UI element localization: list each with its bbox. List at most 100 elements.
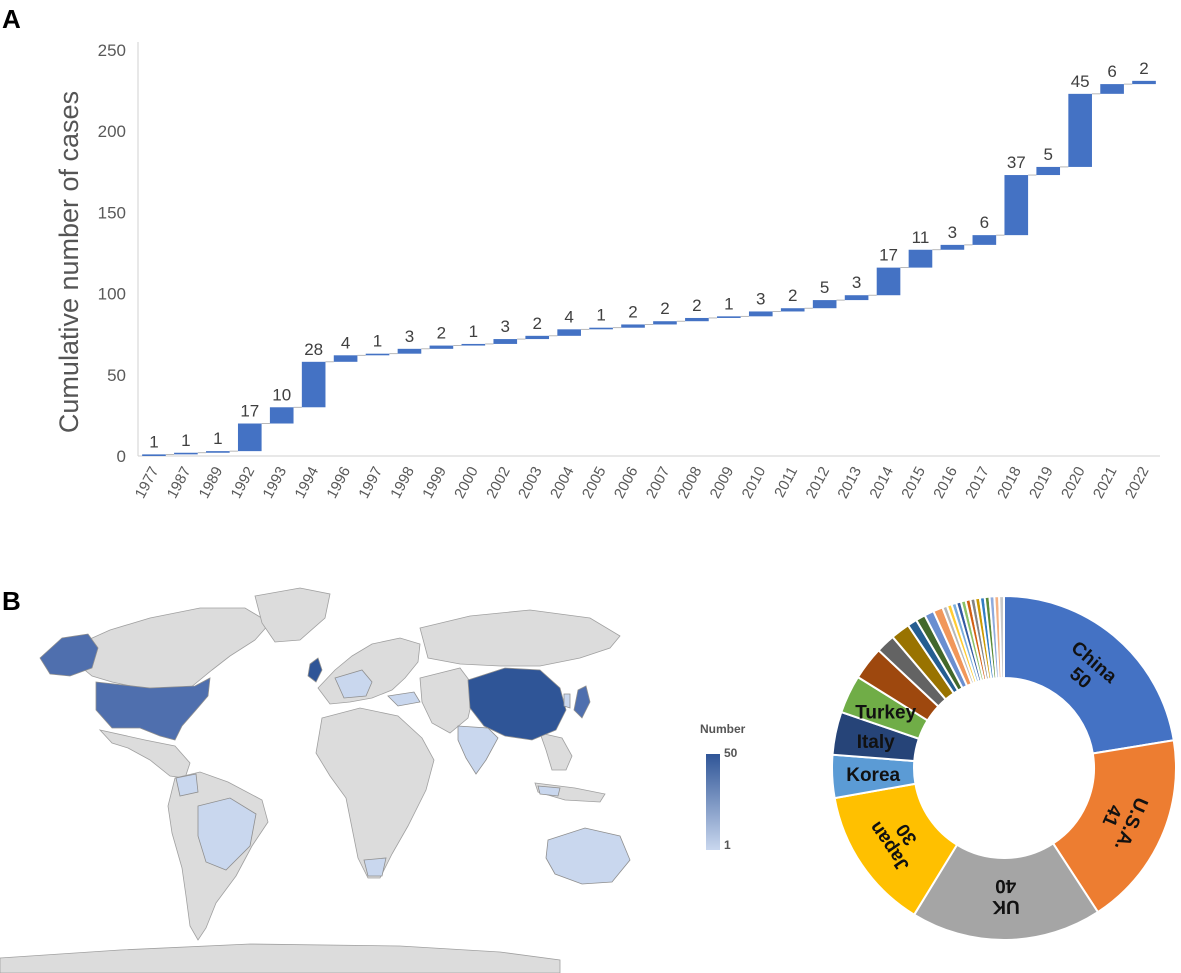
data-label: 2 bbox=[437, 324, 446, 343]
waterfall-bar bbox=[1068, 93, 1092, 167]
data-label: 2 bbox=[788, 286, 797, 305]
waterfall-bar bbox=[972, 235, 997, 245]
country-usa bbox=[95, 677, 211, 741]
donut-slice-minor bbox=[998, 594, 1005, 680]
y-tick-label: 50 bbox=[107, 366, 126, 385]
waterfall-bar bbox=[397, 348, 422, 354]
x-tick-label: 2004 bbox=[547, 464, 578, 501]
country-uk bbox=[307, 657, 323, 683]
data-label: 1 bbox=[181, 431, 190, 450]
x-tick-label: 2013 bbox=[834, 464, 865, 501]
country-turkey bbox=[387, 691, 421, 707]
country-southeast-asia bbox=[539, 732, 573, 771]
country-canada bbox=[69, 607, 271, 691]
waterfall-bar bbox=[557, 329, 581, 336]
waterfall-bar bbox=[685, 317, 709, 322]
waterfall-bar bbox=[940, 244, 965, 250]
data-label: 1 bbox=[373, 332, 382, 351]
x-tick-label: 1996 bbox=[323, 464, 354, 501]
donut-slice-china bbox=[1003, 594, 1175, 755]
data-label: 1 bbox=[724, 294, 733, 313]
x-tick-label: 2011 bbox=[771, 464, 801, 500]
waterfall-bar bbox=[1004, 175, 1029, 236]
data-label: 5 bbox=[1043, 145, 1052, 164]
data-label: 17 bbox=[240, 402, 259, 421]
data-label: 45 bbox=[1071, 72, 1090, 91]
x-tick-label: 2009 bbox=[707, 464, 738, 501]
x-tick-label: 1994 bbox=[292, 464, 323, 501]
country-russia bbox=[419, 609, 621, 667]
country-antarctica bbox=[0, 943, 561, 973]
data-label: 2 bbox=[660, 299, 669, 318]
x-tick-label: 2021 bbox=[1090, 464, 1121, 501]
data-label: 6 bbox=[1107, 62, 1116, 81]
waterfall-bar bbox=[653, 321, 677, 325]
waterfall-bar bbox=[589, 327, 613, 330]
x-tick-label: 1999 bbox=[419, 464, 450, 501]
waterfall-bar bbox=[780, 308, 805, 312]
x-tick-label: 1992 bbox=[228, 464, 259, 501]
x-tick-label: 2007 bbox=[643, 464, 674, 501]
world-map bbox=[0, 587, 631, 973]
data-label: 11 bbox=[912, 228, 930, 247]
donut-slices bbox=[831, 594, 1177, 941]
map-legend-min: 1 bbox=[724, 838, 731, 852]
waterfall-bar bbox=[908, 249, 933, 268]
data-label: 2 bbox=[532, 314, 541, 333]
x-tick-label: 2008 bbox=[675, 464, 706, 501]
country-greenland bbox=[254, 587, 331, 643]
waterfall-bar bbox=[142, 454, 166, 456]
country-china bbox=[467, 667, 567, 741]
x-tick-label: 1997 bbox=[355, 464, 386, 501]
data-label: 2 bbox=[1139, 59, 1148, 78]
map-legend-title: Number bbox=[700, 722, 746, 736]
y-tick-label: 150 bbox=[98, 203, 126, 222]
data-label: 3 bbox=[501, 317, 510, 336]
waterfall-bar bbox=[1100, 84, 1124, 94]
x-tick-label: 2022 bbox=[1122, 464, 1153, 501]
waterfall-bar bbox=[717, 316, 741, 318]
waterfall-bar bbox=[333, 355, 358, 362]
x-tick-label: 1993 bbox=[260, 464, 291, 501]
data-label: 1 bbox=[469, 322, 478, 341]
waterfall-bar bbox=[525, 335, 550, 340]
waterfall-bar bbox=[237, 423, 262, 452]
country-africa bbox=[315, 707, 435, 879]
x-tick-label: 2014 bbox=[866, 464, 897, 501]
map-legend-max: 50 bbox=[724, 746, 738, 760]
data-label: 3 bbox=[405, 327, 414, 346]
x-tick-label: 2018 bbox=[994, 464, 1025, 501]
data-label: 2 bbox=[692, 296, 701, 315]
x-tick-label: 2020 bbox=[1058, 464, 1089, 501]
x-tick-label: 2002 bbox=[483, 464, 514, 501]
x-tick-label: 2003 bbox=[515, 464, 546, 501]
waterfall-bar bbox=[461, 343, 486, 346]
x-tick-label: 2017 bbox=[962, 464, 993, 501]
country-europe-light bbox=[334, 669, 373, 699]
waterfall-bar bbox=[1036, 166, 1061, 176]
x-tick-label: 2006 bbox=[611, 464, 642, 501]
country-indonesia-light bbox=[537, 785, 561, 797]
map-legend-gradient bbox=[706, 754, 720, 850]
waterfall-bar bbox=[429, 345, 454, 349]
waterfall-bar bbox=[844, 295, 869, 301]
x-tick-label: 2010 bbox=[739, 464, 770, 501]
data-label: 1 bbox=[149, 432, 158, 451]
country-japan bbox=[573, 685, 591, 719]
donut-label: Korea bbox=[846, 765, 900, 786]
data-label: 1 bbox=[596, 306, 605, 325]
waterfall-bar bbox=[174, 452, 198, 455]
waterfall-bar bbox=[301, 361, 326, 408]
country-usa-alaska bbox=[39, 633, 99, 677]
data-label: 4 bbox=[341, 333, 350, 352]
country-central-asia bbox=[419, 667, 476, 734]
waterfall-bar bbox=[206, 451, 230, 453]
waterfall-bar bbox=[365, 353, 390, 356]
x-tick-label: 2000 bbox=[451, 464, 482, 501]
x-tick-label: 1987 bbox=[164, 464, 195, 501]
donut-label: Turkey bbox=[855, 702, 916, 723]
waterfall-bar bbox=[269, 407, 294, 424]
country-south-africa bbox=[363, 857, 387, 877]
x-tick-label: 1977 bbox=[132, 464, 163, 501]
country-colombia bbox=[175, 773, 199, 797]
